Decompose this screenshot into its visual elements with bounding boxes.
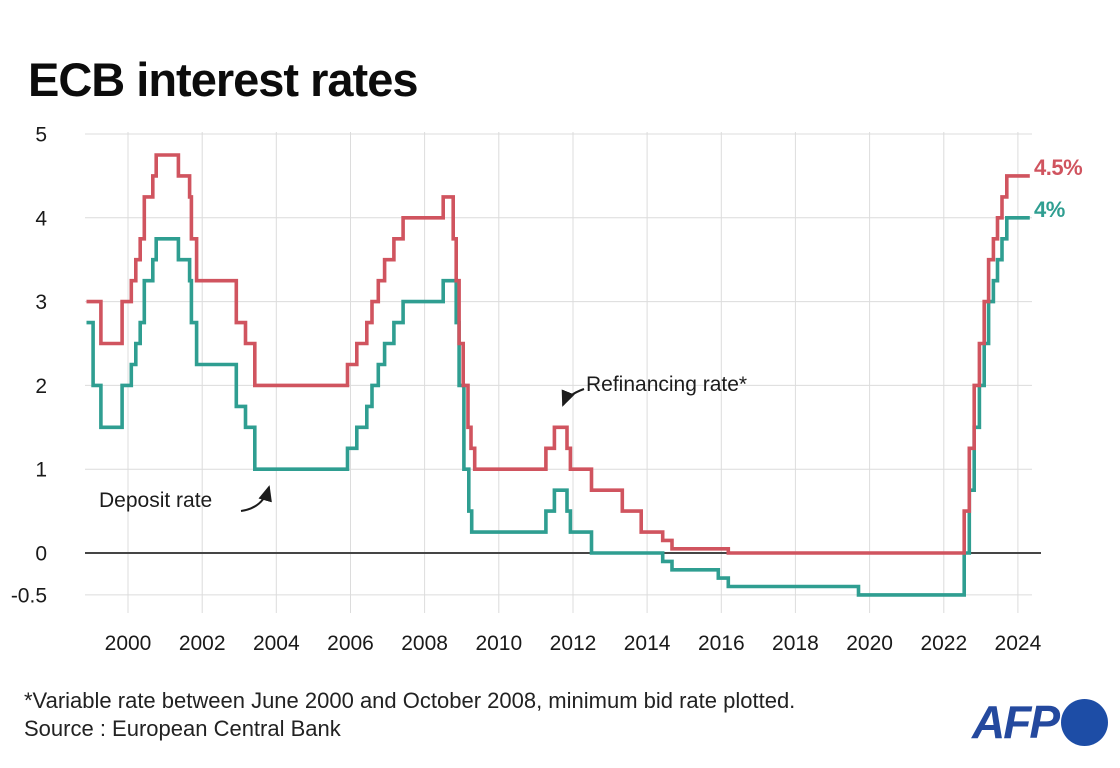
- y-tick-label: 5: [35, 124, 47, 147]
- afp-logo: AFP: [972, 699, 1108, 746]
- x-tick-label: 2008: [401, 632, 448, 655]
- y-tick-label: 1: [35, 459, 47, 482]
- x-tick-label: 2000: [105, 632, 152, 655]
- y-tick-label: 2: [35, 375, 47, 398]
- x-tick-label: 2002: [179, 632, 226, 655]
- x-tick-label: 2004: [253, 632, 300, 655]
- refinancing-rate-annotation: Refinancing rate*: [586, 373, 748, 396]
- deposit-rate-line: [86, 216, 1030, 597]
- y-tick-label: 4: [35, 207, 47, 230]
- x-tick-label: 2014: [624, 632, 671, 655]
- source-credit: Source : European Central Bank: [24, 716, 341, 741]
- x-tick-label: 2006: [327, 632, 374, 655]
- y-tick-label: 0: [35, 543, 47, 566]
- afp-circle-icon: [1061, 699, 1108, 746]
- x-tick-label: 2010: [475, 632, 522, 655]
- chart-title: ECB interest rates: [28, 53, 418, 107]
- refinancing-rate-line: [86, 153, 1030, 555]
- refinancing-arrow-icon: [561, 388, 585, 407]
- deposit-arrow-icon: [240, 485, 272, 512]
- refinancing-end-label: 4.5%: [1034, 155, 1083, 180]
- y-tick-label: -0.5: [11, 584, 47, 607]
- x-tick-label: 2020: [846, 632, 893, 655]
- x-tick-label: 2024: [995, 632, 1042, 655]
- afp-logo-text: AFP: [972, 696, 1060, 748]
- x-tick-label: 2012: [550, 632, 597, 655]
- x-tick-label: 2018: [772, 632, 819, 655]
- x-tick-label: 2022: [920, 632, 967, 655]
- deposit-rate-annotation: Deposit rate: [99, 489, 213, 512]
- footnote: *Variable rate between June 2000 and Oct…: [24, 688, 796, 713]
- y-tick-label: 3: [35, 291, 47, 314]
- deposit-end-label: 4%: [1034, 197, 1065, 222]
- x-tick-label: 2016: [698, 632, 745, 655]
